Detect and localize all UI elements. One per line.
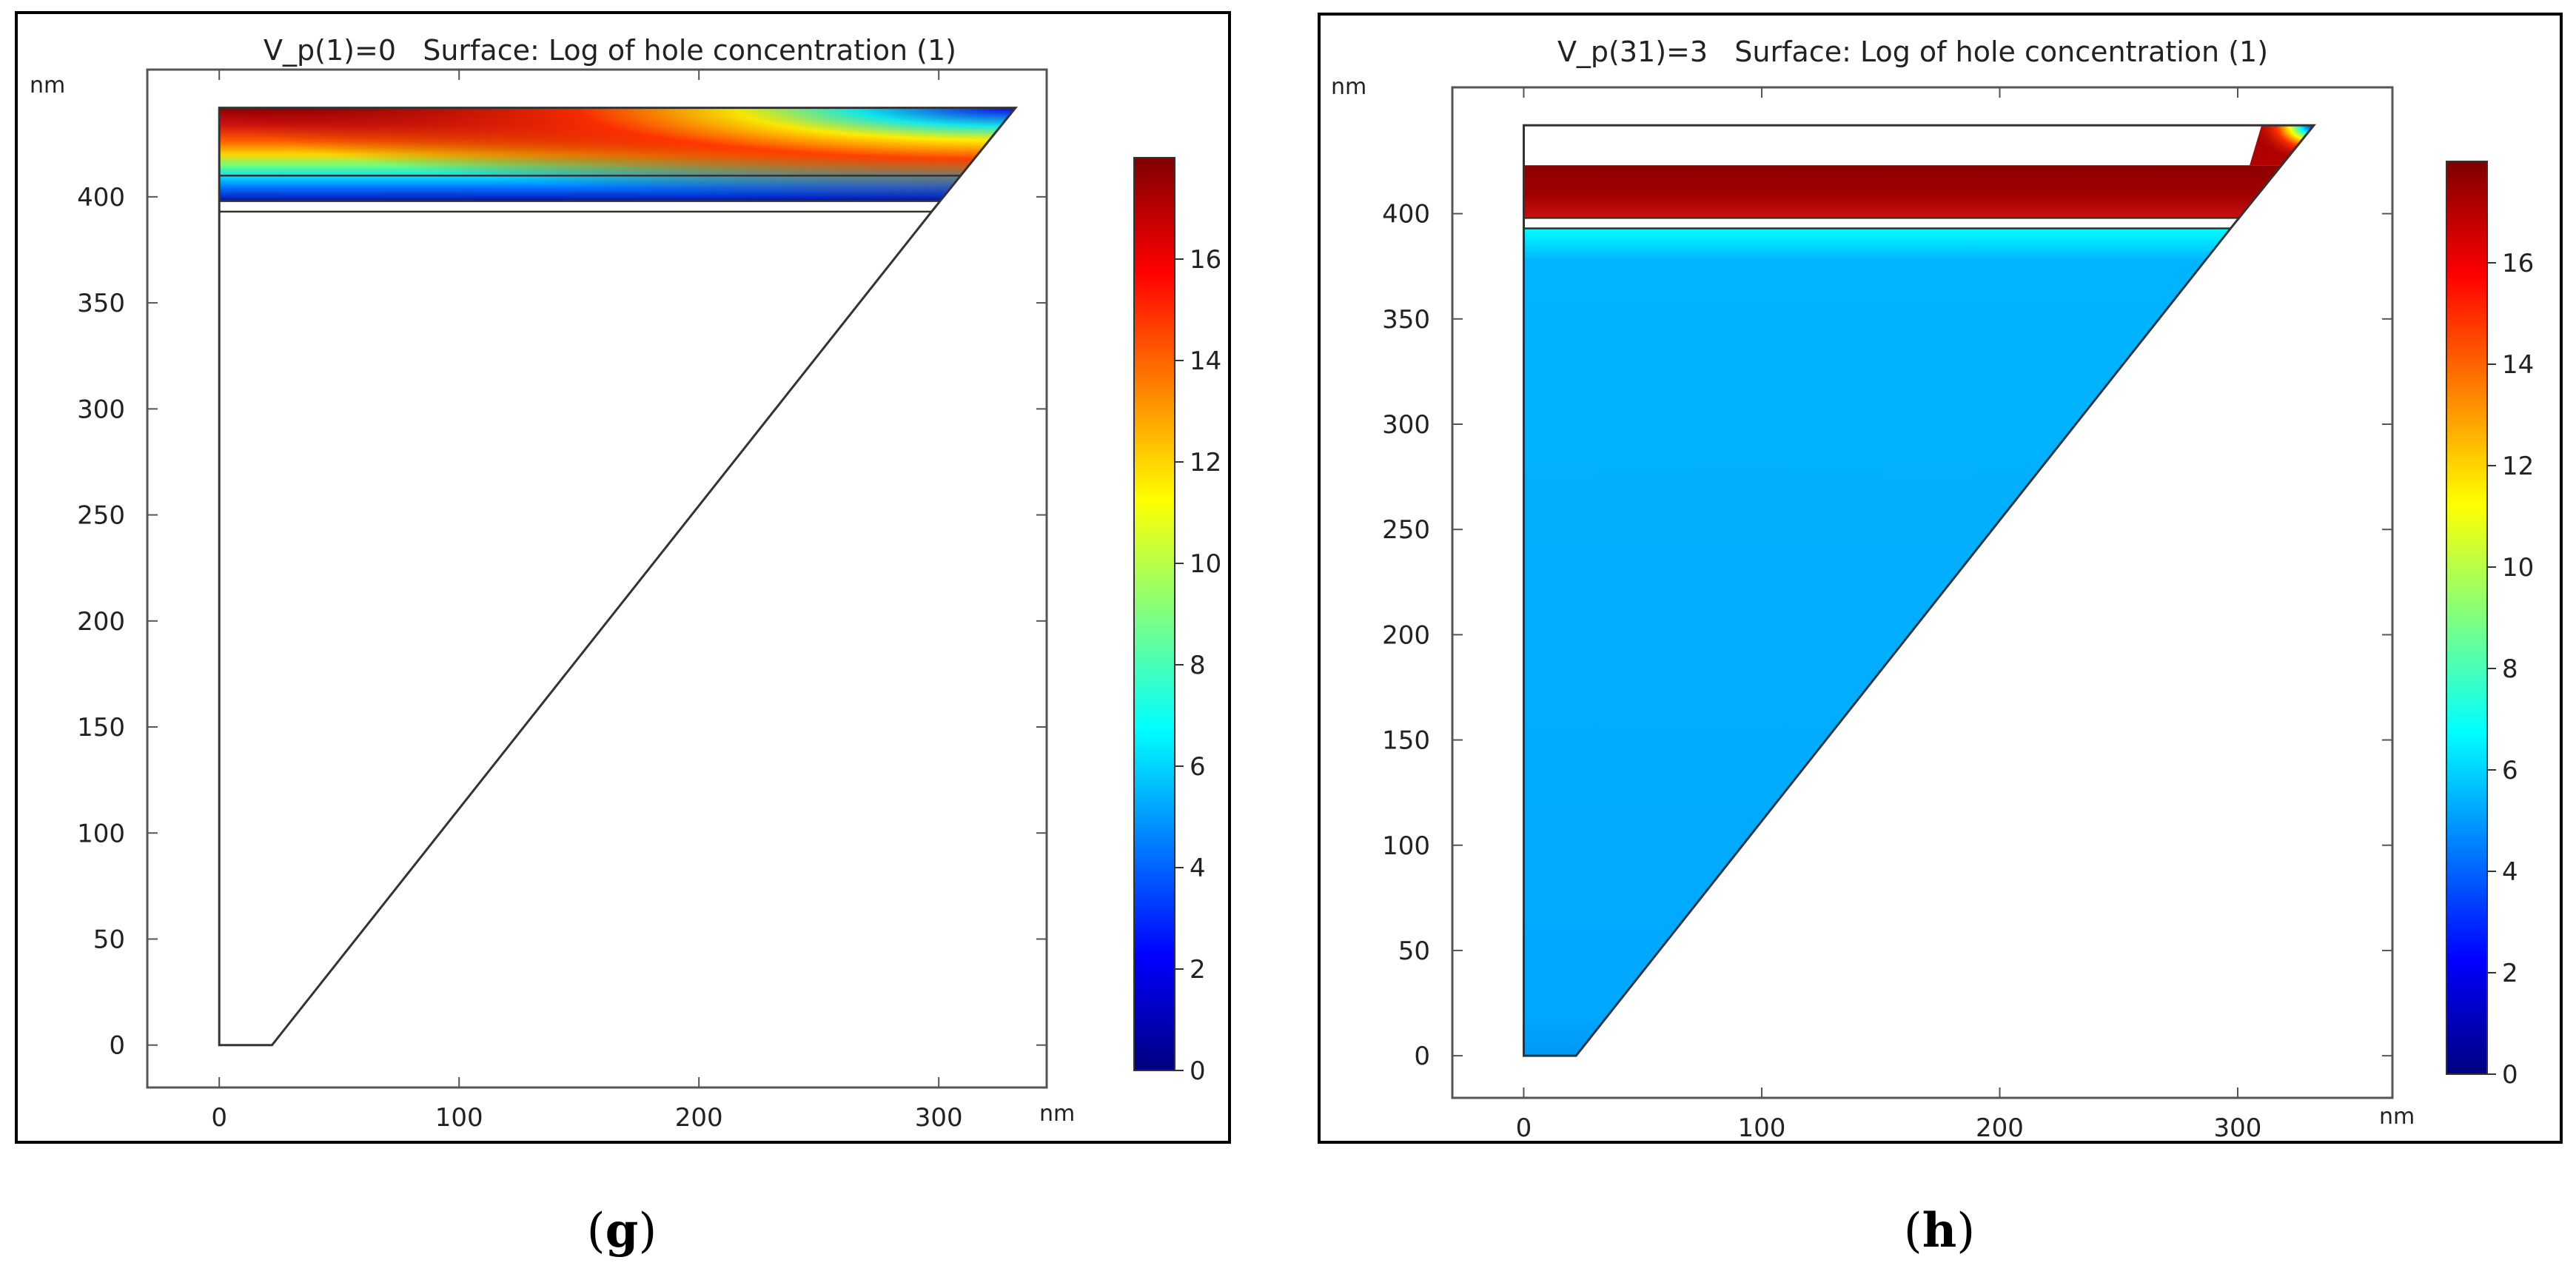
colorbar-tick-label: 2 <box>1190 955 1206 985</box>
x-tick-label: 0 <box>1516 1113 1532 1141</box>
colorbar <box>2446 161 2488 1075</box>
y-tick-label: 250 <box>1382 515 1430 545</box>
colorbar-tick-label: 4 <box>2502 857 2518 887</box>
colorbar-tick-label: 6 <box>2502 756 2518 785</box>
colorbar-tick-label: 16 <box>2502 249 2534 278</box>
panel-g: V_p(1)=0 Surface: Log of hole concentrat… <box>15 11 1231 1144</box>
colorbar-tick-label: 2 <box>2502 959 2518 988</box>
x-tick-label: 200 <box>1976 1113 2024 1141</box>
panel-h: V_p(31)=3 Surface: Log of hole concentra… <box>1318 13 2563 1144</box>
colorbar-tick-label: 12 <box>2502 452 2534 481</box>
y-tick-label: 0 <box>1414 1042 1430 1071</box>
x-tick-label: 100 <box>435 1103 483 1133</box>
chart-title: V_p(31)=3 Surface: Log of hole concentra… <box>1557 36 2268 68</box>
colorbar-tick-label: 0 <box>1190 1056 1206 1086</box>
y-tick-label: 50 <box>1398 936 1430 966</box>
x-tick-label: 200 <box>675 1103 723 1133</box>
y-tick-label: 300 <box>1382 410 1430 440</box>
colorbar-tick-label: 8 <box>2502 654 2518 684</box>
device-outline <box>218 107 1019 1047</box>
plot-frame <box>1451 86 2394 1099</box>
colorbar-tick-label: 0 <box>2502 1060 2518 1090</box>
y-tick-label: 350 <box>77 289 125 318</box>
x-tick-label: 0 <box>211 1103 227 1133</box>
y-tick-label: 200 <box>77 607 125 637</box>
colorbar-tick-label: 16 <box>1190 245 1221 275</box>
y-unit-label: nm <box>30 73 65 98</box>
y-tick-label: 350 <box>1382 305 1430 335</box>
y-tick-label: 250 <box>77 501 125 531</box>
y-tick-label: 400 <box>77 183 125 212</box>
y-tick-label: 300 <box>77 395 125 424</box>
caption-g: (g) <box>586 1203 657 1258</box>
colorbar-tick-label: 10 <box>1190 549 1221 579</box>
y-tick-label: 50 <box>93 925 125 954</box>
x-unit-label: nm <box>1039 1101 1075 1127</box>
chart-h: V_p(31)=3 Surface: Log of hole concentra… <box>1331 36 2534 1143</box>
y-tick-label: 150 <box>77 713 125 743</box>
y-tick-label: 150 <box>1382 726 1430 756</box>
x-tick-label: 300 <box>915 1103 963 1133</box>
corner-hotspot <box>2250 125 2314 166</box>
colorbar-tick-label: 14 <box>2502 350 2534 380</box>
device-outline <box>1523 124 2317 1057</box>
colorbar-tick-label: 8 <box>1190 651 1206 680</box>
x-tick-label: 300 <box>2214 1113 2262 1141</box>
plot-frame <box>146 68 1048 1089</box>
x-unit-label: nm <box>2379 1104 2415 1130</box>
y-tick-label: 100 <box>77 819 125 848</box>
colorbar-tick-label: 14 <box>1190 346 1221 376</box>
y-tick-label: 400 <box>1382 200 1430 229</box>
hole-concentration-surface <box>219 107 1016 201</box>
colorbar-tick-label: 4 <box>1190 854 1206 883</box>
y-tick-label: 200 <box>1382 620 1430 650</box>
y-tick-label: 100 <box>1382 831 1430 861</box>
hole-concentration-surface <box>1523 125 2314 1056</box>
colorbar-tick-label: 10 <box>2502 553 2534 583</box>
bulk-surface <box>1523 228 2231 1056</box>
contact-layer-surface <box>1523 165 2282 218</box>
colorbar-tick-label: 12 <box>1190 448 1221 477</box>
chart-title: V_p(1)=0 Surface: Log of hole concentrat… <box>264 34 956 67</box>
x-tick-label: 100 <box>1738 1113 1786 1141</box>
y-tick-label: 0 <box>109 1031 125 1061</box>
caption-h: (h) <box>1903 1203 1976 1258</box>
corner-hotspot <box>219 107 1016 201</box>
y-unit-label: nm <box>1331 74 1366 100</box>
colorbar-tick-label: 6 <box>1190 752 1206 782</box>
colorbar <box>1133 157 1175 1071</box>
chart-g: V_p(1)=0 Surface: Log of hole concentrat… <box>30 34 1221 1133</box>
